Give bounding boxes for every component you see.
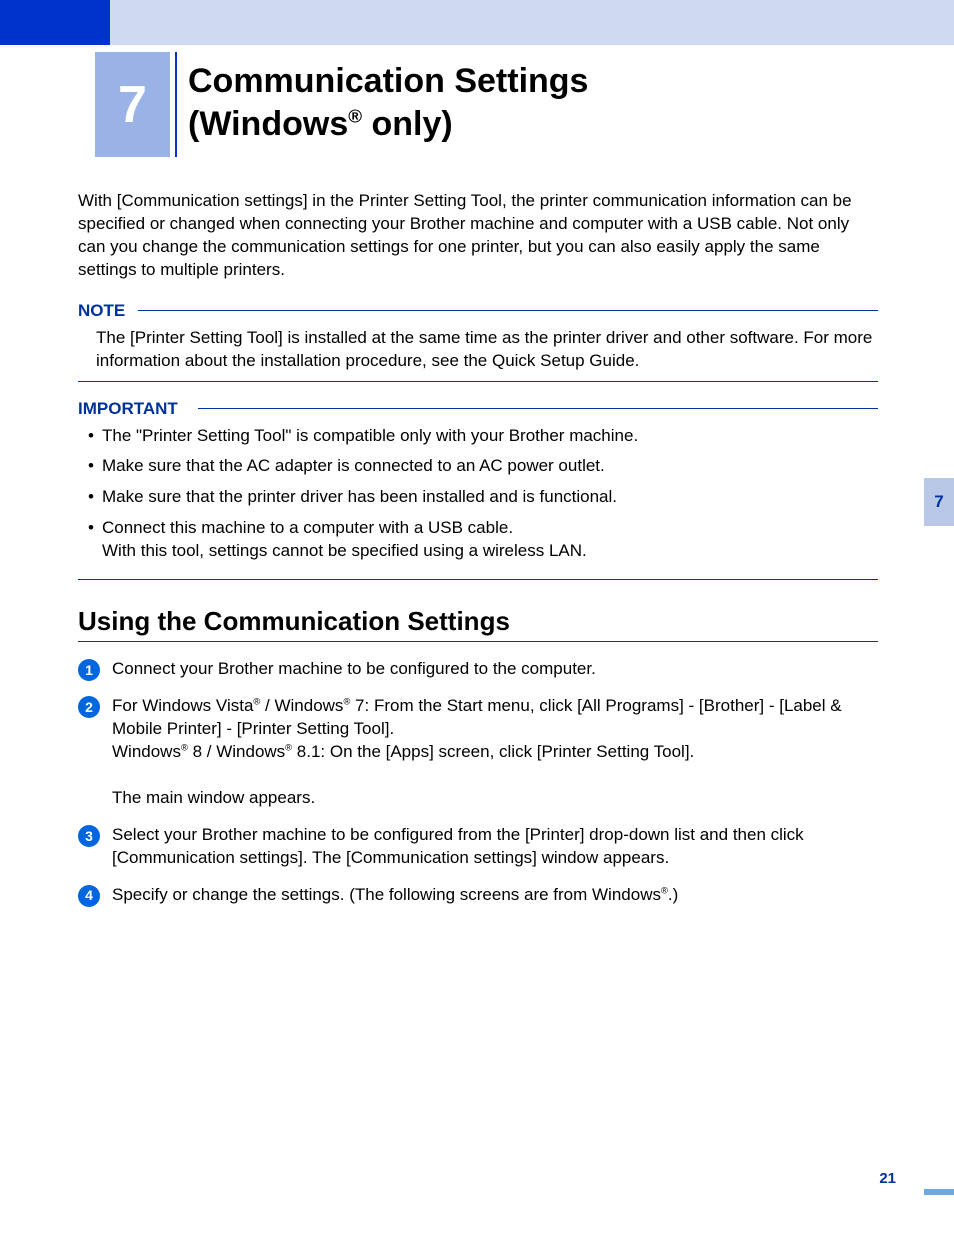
note-callout: NOTE The [Printer Setting Tool] is insta… bbox=[78, 300, 878, 382]
step-text: For Windows Vista® / Windows® 7: From th… bbox=[112, 695, 878, 810]
important-list: The "Printer Setting Tool" is compatible… bbox=[78, 421, 878, 581]
chapter-number: 7 bbox=[118, 75, 147, 135]
step-text: Specify or change the settings. (The fol… bbox=[112, 884, 878, 907]
side-chapter-tab: 7 bbox=[924, 478, 954, 526]
important-item: Make sure that the printer driver has be… bbox=[88, 486, 878, 509]
step-number-icon: 3 bbox=[78, 825, 100, 847]
step-text: Select your Brother machine to be config… bbox=[112, 824, 878, 870]
step-2: 2 For Windows Vista® / Windows® 7: From … bbox=[78, 695, 878, 810]
intro-paragraph: With [Communication settings] in the Pri… bbox=[78, 190, 878, 282]
note-body: The [Printer Setting Tool] is installed … bbox=[78, 323, 878, 382]
step-number-icon: 4 bbox=[78, 885, 100, 907]
important-callout: IMPORTANT The "Printer Setting Tool" is … bbox=[78, 398, 878, 581]
note-label: NOTE bbox=[78, 300, 133, 323]
page-number: 21 bbox=[879, 1170, 896, 1187]
step-1: 1 Connect your Brother machine to be con… bbox=[78, 658, 878, 681]
title-line1: Communication Settings bbox=[188, 62, 588, 100]
content-area: With [Communication settings] in the Pri… bbox=[78, 190, 878, 921]
step-text: Connect your Brother machine to be confi… bbox=[112, 658, 878, 681]
important-label: IMPORTANT bbox=[78, 398, 186, 421]
important-item: The "Printer Setting Tool" is compatible… bbox=[88, 425, 878, 448]
header-accent-block bbox=[0, 0, 110, 45]
page-number-bar bbox=[924, 1189, 954, 1195]
title-line2-post: only) bbox=[362, 105, 453, 143]
page-title: Communication Settings (Windows® only) bbox=[188, 60, 588, 145]
registered-icon: ® bbox=[661, 885, 668, 895]
registered-icon: ® bbox=[181, 743, 188, 753]
chapter-number-box: 7 bbox=[95, 52, 170, 157]
step-number-icon: 2 bbox=[78, 696, 100, 718]
header-band bbox=[110, 0, 954, 45]
step-4: 4 Specify or change the settings. (The f… bbox=[78, 884, 878, 907]
registered-icon: ® bbox=[348, 105, 362, 126]
important-item: Make sure that the AC adapter is connect… bbox=[88, 455, 878, 478]
step-number-icon: 1 bbox=[78, 659, 100, 681]
important-item: Connect this machine to a computer with … bbox=[88, 517, 878, 563]
step-3: 3 Select your Brother machine to be conf… bbox=[78, 824, 878, 870]
section-heading: Using the Communication Settings bbox=[78, 604, 878, 642]
title-line2-pre: (Windows bbox=[188, 105, 348, 143]
chapter-divider bbox=[175, 52, 177, 157]
